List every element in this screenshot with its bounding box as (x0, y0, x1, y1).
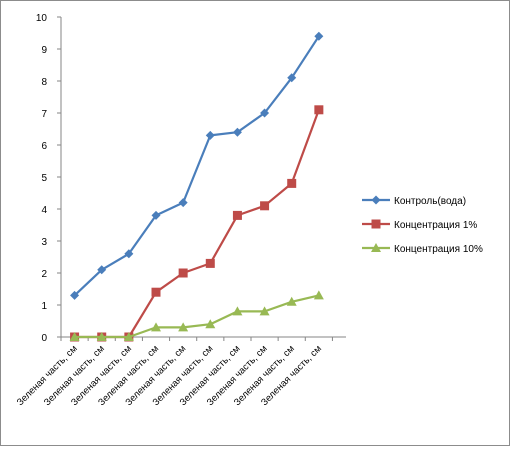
legend-swatch-marker (371, 243, 381, 252)
data-point (151, 287, 161, 297)
series-layer (69, 31, 324, 342)
data-point (97, 265, 107, 275)
legend-item-1: Контроль(вода) (362, 195, 466, 207)
y-tick-label: 7 (41, 109, 47, 120)
legend-item-2: Концентрация 1% (362, 219, 477, 231)
y-tick-label: 0 (41, 333, 47, 344)
data-point (314, 105, 324, 115)
legend-swatch-marker (371, 195, 381, 205)
data-point (286, 296, 297, 306)
data-point (123, 332, 134, 341)
legend-swatch-marker (371, 219, 381, 229)
data-point (178, 198, 188, 208)
data-point (313, 290, 324, 300)
y-axis-ticks: 0 1 2 3 4 5 6 7 8 9 10 (36, 13, 61, 344)
series-line (73, 35, 320, 297)
y-tick-label: 9 (41, 45, 47, 56)
data-point (259, 306, 270, 316)
y-tick-label: 3 (41, 237, 47, 248)
data-point (232, 306, 243, 316)
series-3 (69, 290, 324, 341)
data-point (287, 73, 297, 83)
data-point (314, 31, 324, 41)
y-tick-label: 2 (41, 269, 47, 280)
y-tick-label: 4 (41, 205, 47, 216)
data-point (178, 268, 188, 278)
series-line (74, 109, 320, 339)
data-point (151, 210, 161, 220)
data-point (287, 178, 297, 188)
legend: Контроль(вода) Концентрация 1% Концентраци… (362, 195, 483, 255)
legend-label: Контроль(вода) (394, 196, 466, 207)
y-tick-label: 10 (36, 13, 48, 24)
y-tick-label: 5 (41, 173, 47, 184)
data-point (232, 210, 242, 220)
data-point (232, 127, 242, 137)
data-point (260, 108, 270, 118)
y-tick-label: 1 (41, 301, 47, 312)
y-tick-label: 6 (41, 141, 47, 152)
y-tick-label: 8 (41, 77, 47, 88)
data-point (260, 201, 270, 211)
data-point (178, 322, 189, 332)
data-point (205, 258, 215, 268)
data-point (205, 319, 216, 329)
series-line (74, 294, 320, 339)
data-point (69, 332, 80, 341)
legend-item-3: Концентрация 10% (362, 243, 483, 255)
data-point (205, 130, 215, 140)
data-point (151, 322, 161, 332)
series-2 (70, 105, 324, 342)
legend-label: Концентрация 1% (394, 220, 477, 231)
data-point (96, 332, 107, 341)
series-1 (70, 31, 324, 300)
legend-label: Концентрация 10% (394, 244, 483, 255)
data-point (70, 290, 80, 300)
data-point (124, 249, 134, 259)
